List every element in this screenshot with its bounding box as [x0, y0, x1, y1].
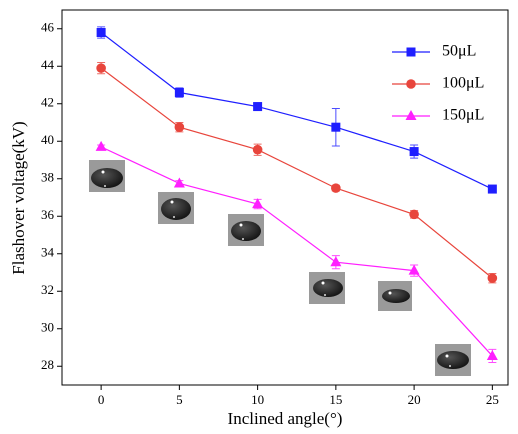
plot-frame	[61, 9, 509, 386]
y-tick-label: 34	[41, 245, 55, 260]
y-tick-label: 46	[41, 20, 55, 35]
x-tick-label: 0	[98, 392, 105, 407]
y-tick-label: 42	[41, 95, 54, 110]
x-tick-label: 10	[251, 392, 264, 407]
y-tick-label: 44	[41, 57, 55, 72]
legend-label: 100μL	[442, 75, 484, 92]
y-tick-label: 32	[41, 282, 54, 297]
y-tick-label: 28	[41, 357, 54, 372]
data-point	[174, 88, 184, 97]
x-tick-label: 5	[176, 392, 183, 407]
series-line	[100, 146, 493, 357]
data-point	[487, 273, 498, 283]
droplet-photo	[158, 192, 194, 224]
data-point	[409, 147, 419, 157]
data-point	[173, 177, 185, 188]
data-point	[252, 198, 264, 209]
legend-label: 150μL	[442, 107, 484, 124]
y-axis-title: Flashover voltage(kV)	[9, 121, 28, 274]
legend-label: 50μL	[442, 43, 476, 60]
droplet-photo	[435, 344, 471, 376]
data-point	[487, 184, 497, 194]
series-line	[100, 32, 493, 190]
data-point	[486, 349, 498, 360]
droplet-photo	[228, 214, 264, 246]
series	[96, 26, 497, 194]
x-tick-label: 25	[486, 392, 499, 407]
data-point	[330, 256, 342, 267]
droplet-photo	[89, 160, 125, 192]
data-point	[96, 63, 106, 73]
data-point	[95, 140, 107, 151]
data-point	[253, 102, 263, 112]
data-point	[331, 183, 341, 193]
legend-marker	[405, 110, 417, 120]
legend-marker	[406, 47, 416, 57]
data-point	[252, 144, 263, 155]
legend: 50μL 100μL 150μL	[392, 43, 484, 124]
series	[95, 140, 498, 363]
y-tick-label: 30	[41, 320, 54, 335]
y-tick-label: 40	[41, 132, 54, 147]
x-tick-label: 15	[329, 392, 342, 407]
data-point	[96, 28, 106, 37]
y-tick-label: 36	[41, 207, 55, 222]
data-point	[331, 122, 341, 132]
data-point	[174, 122, 185, 132]
series-line	[100, 67, 493, 279]
droplet-photo	[309, 272, 345, 304]
y-tick-label: 38	[41, 170, 54, 185]
x-axis-title: Inclined angle(°)	[228, 409, 343, 428]
data-point	[409, 209, 419, 220]
legend-marker	[406, 79, 416, 89]
droplet-photo	[378, 281, 412, 311]
x-tick-label: 20	[408, 392, 421, 407]
series	[96, 62, 498, 284]
droplet-photos	[89, 160, 471, 376]
data-point	[408, 264, 420, 275]
